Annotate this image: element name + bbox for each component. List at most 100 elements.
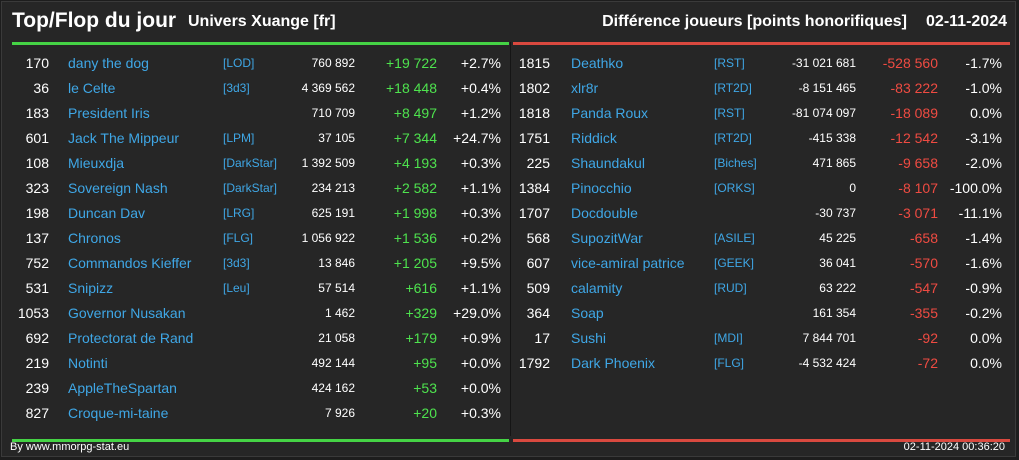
loser-row: 17 Sushi [MDI] 7 844 701 -92 0.0% (513, 326, 1010, 351)
player-points: 710 709 (311, 106, 355, 120)
loser-row: 225 Shaundakul [Biches] 471 865 -9 658 -2.0% (513, 151, 1010, 176)
percent-change: 0.0% (970, 330, 1002, 346)
alliance-tag-link[interactable]: [RT2D] (714, 131, 752, 145)
points-difference: -92 (917, 330, 938, 346)
panel-divider (510, 42, 511, 436)
player-name-link[interactable]: Jack The Mippeur (68, 130, 180, 146)
player-name-link[interactable]: Protectorat de Rand (68, 330, 194, 346)
universe-label: Univers Xuange [fr] (188, 13, 336, 30)
gainer-row: 108 Mieuxdja [DarkStar] 1 392 509 +4 193 +0.3… (12, 151, 509, 176)
player-name-link[interactable]: calamity (571, 280, 623, 296)
alliance-tag-link[interactable]: [FLG] (714, 356, 745, 370)
player-name-link[interactable]: President Iris (68, 105, 150, 121)
player-points: -31 021 681 (791, 56, 856, 70)
player-points: 161 354 (812, 306, 856, 320)
alliance-tag-link[interactable]: [RT2D] (714, 81, 752, 95)
player-name-link[interactable]: Mieuxdja (68, 155, 125, 171)
player-name-link[interactable]: Soap (571, 305, 604, 321)
loser-row: 607 vice-amiral patrice [GEEK] 36 041 -570 -1… (513, 251, 1010, 276)
player-rank: 219 (25, 355, 49, 371)
player-name-link[interactable]: Pinocchio (571, 180, 632, 196)
page-title: Top/Flop du jour (12, 9, 177, 32)
footer-timestamp: 02-11-2024 00:36:20 (903, 441, 1005, 453)
player-name-link[interactable]: Sushi (571, 330, 607, 346)
loser-row: 568 SupozitWar [ASILE] 45 225 -658 -1.4% (513, 226, 1010, 251)
gainer-row: 137 Chronos [FLG] 1 056 922 +1 536 +0.2% (12, 226, 509, 251)
alliance-tag-link[interactable]: [MDI] (714, 331, 743, 345)
player-rank: 323 (25, 180, 49, 196)
alliance-tag-link[interactable]: [Leu] (223, 281, 250, 295)
alliance-tag-link[interactable]: [RST] (714, 56, 745, 70)
player-name-link[interactable]: Commandos Kieffer (68, 255, 192, 271)
top-losers-panel: 1815 Deathko [RST] -31 021 681 -528 560 -1.7%… (513, 42, 1010, 442)
player-name-link[interactable]: Croque-mi-taine (68, 405, 169, 421)
alliance-tag-link[interactable]: [LOD] (223, 56, 255, 70)
player-points: 471 865 (812, 156, 856, 170)
percent-change: -100.0% (949, 180, 1002, 196)
player-name-link[interactable]: vice-amiral patrice (571, 255, 685, 271)
gainer-row: 752 Commandos Kieffer [3d3] 13 846 +1 205 +9.… (12, 251, 509, 276)
player-points: 1 462 (324, 306, 355, 320)
points-difference: +8 497 (393, 105, 437, 121)
percent-change: +0.3% (460, 155, 501, 171)
gainer-row: 531 Snipizz [Leu] 57 514 +616 +1.1% (12, 276, 509, 301)
player-name-link[interactable]: Governor Nusakan (68, 305, 186, 321)
points-difference: +53 (413, 380, 437, 396)
player-points: -4 532 424 (798, 356, 856, 370)
percent-change: +0.3% (460, 205, 501, 221)
player-name-link[interactable]: Riddick (571, 130, 617, 146)
player-name-link[interactable]: Snipizz (68, 280, 114, 296)
alliance-tag-link[interactable]: [ORKS] (714, 181, 755, 195)
player-name-link[interactable]: Chronos (68, 230, 121, 246)
player-name-link[interactable]: Dark Phoenix (571, 355, 656, 371)
player-points: 1 056 922 (301, 231, 355, 245)
alliance-tag-link[interactable]: [DarkStar] (223, 181, 278, 195)
percent-change: +0.3% (460, 405, 501, 421)
alliance-tag-link[interactable]: [RST] (714, 106, 745, 120)
player-name-link[interactable]: SupozitWar (571, 230, 643, 246)
percent-change: +1.2% (460, 105, 501, 121)
player-name-link[interactable]: Panda Roux (571, 105, 649, 121)
player-name-link[interactable]: Duncan Dav (68, 205, 146, 221)
alliance-tag-link[interactable]: [RUD] (714, 281, 747, 295)
percent-change: -1.6% (965, 255, 1002, 271)
player-points: 625 191 (311, 206, 355, 220)
player-name-link[interactable]: le Celte (68, 80, 116, 96)
player-rank: 509 (526, 280, 550, 296)
percent-change: +2.7% (460, 55, 501, 71)
player-name-link[interactable]: dany the dog (68, 55, 149, 71)
alliance-tag-link[interactable]: [Biches] (714, 156, 757, 170)
player-points: 760 892 (311, 56, 355, 70)
percent-change: -1.7% (965, 55, 1002, 71)
player-points: 234 213 (311, 181, 355, 195)
player-name-link[interactable]: Docdouble (571, 205, 638, 221)
player-name-link[interactable]: AppleTheSpartan (68, 380, 177, 396)
alliance-tag-link[interactable]: [DarkStar] (223, 156, 278, 170)
percent-change: 0.0% (970, 355, 1002, 371)
gainer-row: 239 AppleTheSpartan 424 162 +53 +0.0% (12, 376, 509, 401)
alliance-tag-link[interactable]: [LPM] (223, 131, 255, 145)
player-points: 63 222 (819, 281, 856, 295)
alliance-tag-link[interactable]: [3d3] (223, 81, 250, 95)
loser-row: 1818 Panda Roux [RST] -81 074 097 -18 089 0.0… (513, 101, 1010, 126)
alliance-tag-link[interactable]: [ASILE] (714, 231, 755, 245)
player-points: 7 844 701 (802, 331, 856, 345)
alliance-tag-link[interactable]: [LRG] (223, 206, 255, 220)
player-rank: 1707 (518, 205, 550, 221)
alliance-tag-link[interactable]: [3d3] (223, 256, 250, 270)
alliance-tag-link[interactable]: [GEEK] (714, 256, 755, 270)
player-rank: 17 (534, 330, 550, 346)
points-difference: +18 448 (386, 80, 437, 96)
player-name-link[interactable]: Sovereign Nash (68, 180, 168, 196)
player-rank: 1751 (518, 130, 550, 146)
points-difference: -547 (909, 280, 938, 296)
player-rank: 752 (25, 255, 49, 271)
player-rank: 568 (526, 230, 550, 246)
player-name-link[interactable]: Notinti (68, 355, 108, 371)
alliance-tag-link[interactable]: [FLG] (223, 231, 254, 245)
player-name-link[interactable]: Deathko (571, 55, 624, 71)
player-name-link[interactable]: Shaundakul (571, 155, 645, 171)
percent-change: +0.0% (460, 355, 501, 371)
player-name-link[interactable]: xlr8r (571, 80, 599, 96)
player-points: 1 392 509 (301, 156, 355, 170)
